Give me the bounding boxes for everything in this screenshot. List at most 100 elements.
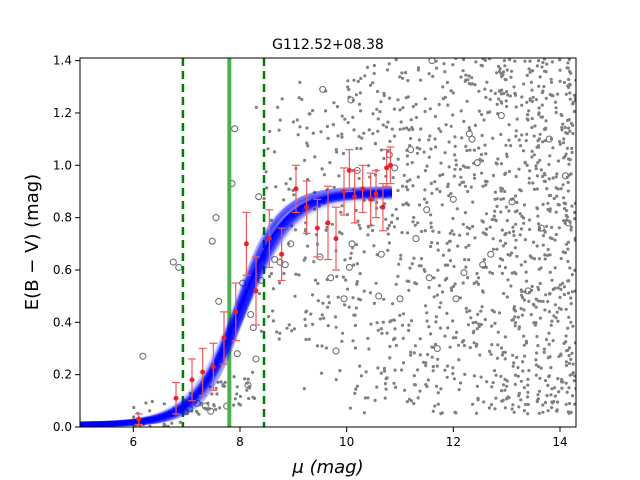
field-star-dot — [419, 257, 424, 261]
field-star-dot — [536, 214, 540, 218]
field-star-dot — [481, 231, 485, 235]
field-star-dot — [526, 118, 530, 122]
field-star-dot — [495, 356, 500, 360]
field-star-dot — [536, 145, 541, 149]
field-star-dot — [573, 341, 576, 345]
field-star-dot — [553, 386, 557, 390]
field-star-dot — [546, 253, 550, 257]
field-star-dot — [537, 257, 542, 261]
field-star-dot — [454, 163, 458, 167]
field-star-dot — [354, 306, 358, 310]
field-star-dot — [555, 400, 560, 404]
open-circle-star — [340, 295, 348, 303]
field-star-dot — [348, 406, 352, 410]
field-star-dot — [359, 109, 363, 113]
field-star-dot — [408, 266, 412, 270]
field-star-dot — [483, 179, 487, 183]
field-star-dot — [462, 343, 466, 348]
field-star-dot — [554, 210, 558, 214]
field-star-dot — [300, 97, 304, 101]
field-star-dot — [208, 385, 212, 389]
field-star-dot — [304, 324, 308, 328]
field-star-dot — [394, 58, 398, 62]
field-star-dot — [254, 105, 258, 109]
field-star-dot — [530, 117, 534, 121]
field-star-dot — [383, 194, 387, 198]
field-star-dot — [557, 390, 561, 394]
field-star-dot — [422, 267, 426, 272]
field-star-dot — [560, 386, 564, 390]
field-star-dot — [499, 346, 504, 350]
field-star-dot — [541, 202, 545, 206]
field-star-dot — [476, 282, 481, 286]
field-star-dot — [491, 173, 496, 178]
field-star-dot — [416, 396, 420, 400]
field-star-dot — [417, 264, 421, 268]
field-star-dot — [538, 281, 542, 286]
field-star-dot — [491, 247, 496, 251]
open-circle-star — [281, 261, 289, 269]
field-star-dot — [433, 114, 438, 119]
field-star-dot — [564, 360, 568, 364]
field-star-dot — [394, 282, 398, 286]
field-star-dot — [371, 81, 375, 85]
field-star-dot — [393, 368, 397, 372]
field-star-dot — [543, 179, 548, 184]
field-star-dot — [552, 400, 556, 404]
field-star-dot — [501, 70, 506, 74]
field-star-dot — [357, 135, 361, 139]
field-star-dot — [433, 180, 437, 184]
field-star-dot — [503, 357, 507, 361]
field-star-dot — [405, 279, 409, 283]
field-star-dot — [518, 188, 522, 192]
field-star-dot — [386, 227, 390, 231]
x-tick-label: 6 — [130, 435, 138, 449]
field-star-dot — [553, 303, 558, 307]
field-star-dot — [504, 231, 508, 236]
field-star-dot — [560, 128, 564, 132]
field-star-dot — [499, 162, 503, 166]
open-circle-star — [332, 347, 340, 355]
field-star-dot — [560, 380, 564, 384]
field-star-dot — [565, 390, 569, 394]
field-star-dot — [539, 366, 543, 370]
field-star-dot — [515, 209, 519, 213]
field-star-dot — [448, 239, 452, 243]
field-star-dot — [538, 316, 543, 320]
field-star-dot — [567, 315, 571, 319]
field-star-dot — [554, 316, 558, 320]
field-star-dot — [513, 92, 517, 96]
field-star-dot — [468, 309, 472, 313]
field-star-dot — [407, 323, 411, 327]
field-star-dot — [357, 297, 361, 301]
field-star-dot — [556, 377, 560, 381]
field-star-dot — [382, 297, 386, 301]
field-star-dot — [533, 323, 538, 327]
field-star-dot — [467, 82, 471, 86]
field-star-dot — [443, 151, 447, 155]
field-star-dot — [472, 173, 476, 177]
field-star-dot — [416, 368, 420, 372]
field-star-dot — [520, 103, 524, 107]
field-star-dot — [464, 245, 468, 249]
field-star-dot — [334, 325, 338, 329]
field-star-dot — [431, 229, 435, 233]
field-star-dot — [539, 299, 543, 303]
field-star-dot — [554, 110, 558, 115]
field-star-dot — [509, 284, 513, 288]
field-star-dot — [490, 324, 494, 328]
field-star-dot — [511, 318, 515, 322]
field-star-dot — [530, 155, 534, 159]
field-star-dot — [443, 70, 447, 74]
field-star-dot — [543, 257, 547, 261]
open-circle-star — [423, 206, 431, 214]
y-axis-ticks: 0.0 0.2 0.4 0.6 0.8 1.0 1.2 1.4 — [53, 54, 80, 434]
field-star-dot — [543, 400, 548, 405]
field-star-dot — [366, 233, 370, 237]
field-star-dot — [491, 381, 495, 385]
field-star-dot — [561, 141, 566, 145]
field-star-dot — [371, 132, 375, 136]
field-star-dot — [532, 134, 536, 138]
field-star-dot — [527, 176, 531, 180]
binned-point-marker — [136, 416, 142, 422]
